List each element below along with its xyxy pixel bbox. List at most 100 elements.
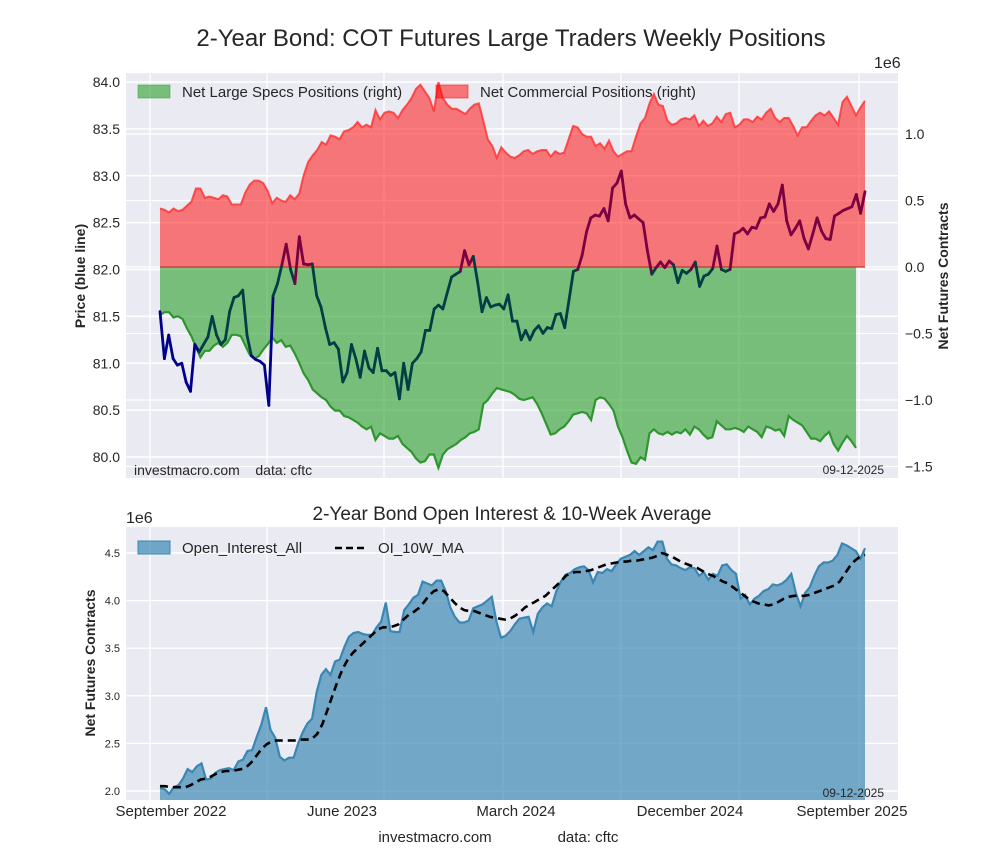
price-line-segment [672, 263, 680, 285]
large-specs-area-fill [160, 267, 857, 468]
top-left-tick-label: 83.0 [93, 168, 120, 184]
top-right-tick-label: −0.5 [905, 326, 933, 342]
price-line-segment [341, 371, 349, 384]
bottom-date-annotation: 09-12-2025 [823, 786, 885, 800]
commercial-area-fill [160, 82, 865, 267]
top-right-tick-label: −1.5 [905, 459, 933, 475]
price-line-segment [445, 275, 454, 295]
top-left-tick-label: 83.5 [93, 121, 120, 137]
bottom-moving-average-line [160, 551, 866, 789]
price-line-segment [336, 347, 345, 384]
price-line-segment [158, 310, 166, 361]
price-line-segment [162, 333, 171, 361]
price-line-segment [315, 294, 323, 309]
bottom-open-interest-area [159, 540, 867, 800]
price-line-segment [480, 296, 488, 314]
price-line-segment [715, 244, 723, 271]
legend-label-open-interest: Open_Interest_All [182, 540, 302, 557]
price-line-segment [397, 361, 406, 401]
price-line-segment [271, 282, 279, 298]
open-interest-area-fill [160, 541, 865, 800]
top-chart-title: 2-Year Bond: COT Futures Large Traders W… [196, 25, 825, 52]
bottom-y-tick-label: 2.0 [105, 786, 120, 798]
price-line-segment [576, 253, 584, 271]
price-line-segment [807, 232, 815, 251]
price-line-segment [319, 305, 327, 330]
price-line-segment [828, 214, 836, 241]
bottom-x-axis-ticks: September 2022 June 2023 March 2024 Decembe… [116, 803, 908, 820]
price-line-segment [267, 294, 275, 407]
bottom-y-axis-label: Net Futures Contracts [82, 589, 98, 736]
price-line-segment [441, 291, 449, 311]
price-line-segment [798, 219, 806, 241]
price-line-segment [210, 314, 219, 337]
top-source-annotation: investmacro.com data: cftc [134, 462, 312, 478]
price-line-segment [811, 216, 819, 236]
bottom-y-tick-label: 3.0 [105, 691, 120, 703]
price-line-segment [763, 202, 771, 219]
bottom-x-tick-label: March 2024 [476, 803, 555, 820]
top-left-tick-label: 81.0 [93, 355, 120, 371]
price-line-segment [406, 361, 414, 391]
price-line-segment [180, 361, 188, 384]
price-line-segment [350, 343, 358, 361]
top-price-line [158, 169, 867, 407]
price-line-segment [202, 335, 210, 346]
legend-label-commercial: Net Commercial Positions (right) [480, 84, 696, 101]
commercial-line [159, 81, 866, 214]
price-line-segment [606, 186, 614, 223]
footer-site: investmacro.com [378, 829, 491, 846]
price-line-segment [785, 219, 793, 237]
price-line-segment [189, 343, 197, 393]
price-line-segment [167, 333, 175, 361]
price-line-segment [563, 298, 571, 330]
price-line-segment [693, 260, 701, 288]
bottom-y-tick-label: 3.5 [105, 643, 120, 655]
top-left-tick-label: 81.5 [93, 308, 120, 324]
bottom-chart-title: 2-Year Bond Open Interest & 10-Week Aver… [313, 504, 712, 525]
price-line-segment [206, 314, 214, 339]
legend-swatch-commercial [435, 84, 469, 99]
bottom-x-tick-label: December 2024 [637, 803, 744, 820]
price-line-segment [580, 230, 588, 257]
price-line-segment [567, 269, 575, 301]
price-line-segment [820, 229, 828, 241]
top-left-axis-label: Price (blue line) [72, 224, 88, 328]
price-line-segment [371, 346, 380, 375]
price-line-segment [228, 296, 236, 314]
top-left-axis-ticks: 80.0 80.5 81.0 81.5 82.0 82.5 83.0 83.5 84.0 [93, 74, 120, 465]
top-left-tick-label: 82.0 [93, 262, 120, 278]
bottom-y-tick-label: 4.5 [105, 548, 120, 560]
price-line-segment [676, 268, 684, 285]
price-line-segment [276, 263, 284, 286]
price-line-segment [471, 254, 480, 285]
price-line-segment [363, 349, 371, 370]
price-line-segment [646, 249, 654, 276]
price-line-segment [293, 235, 301, 286]
top-right-axis-label: Net Futures Contracts [935, 202, 951, 349]
top-right-tick-label: −1.0 [905, 392, 933, 408]
price-line-segment [484, 296, 493, 309]
price-line-segment [528, 328, 536, 342]
top-left-tick-label: 82.5 [93, 215, 120, 231]
price-line-segment [245, 333, 253, 358]
top-right-tick-label: 0.5 [905, 193, 925, 209]
price-line-segment [754, 216, 762, 230]
bottom-legend: Open_Interest_All OI_10W_MA [137, 540, 464, 557]
top-right-axis-multiplier: 1e6 [874, 55, 901, 72]
bottom-y-multiplier: 1e6 [126, 510, 153, 527]
footer-source: data: cftc [558, 829, 619, 846]
price-line-segment [358, 349, 366, 379]
price-line-segment [624, 202, 632, 220]
top-left-tick-label: 80.0 [93, 449, 120, 465]
top-legend: Net Large Specs Positions (right) Net Co… [137, 84, 696, 101]
bottom-y-tick-label: 2.5 [105, 738, 120, 750]
price-line-segment [402, 361, 410, 391]
price-line-segment [297, 235, 306, 266]
bottom-y-tick-label: 4.0 [105, 596, 120, 608]
price-line-segment [215, 333, 223, 346]
price-line-segment [223, 310, 232, 342]
legend-label-large-specs: Net Large Specs Positions (right) [182, 84, 402, 101]
top-right-tick-label: 0.0 [905, 259, 925, 275]
